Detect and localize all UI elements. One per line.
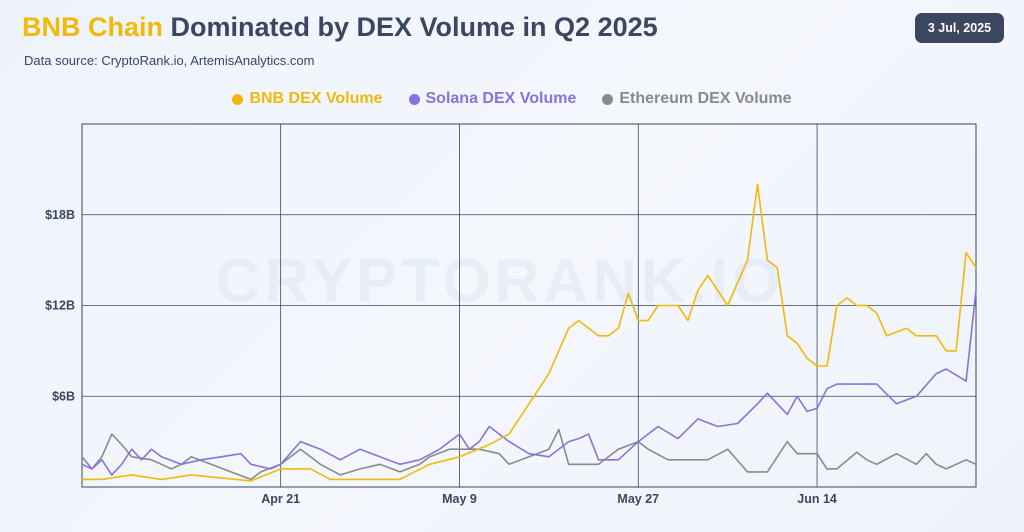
watermark-text: CRYPTORANK.IO <box>216 247 785 316</box>
legend-item-bnb[interactable]: BNB DEX Volume <box>232 90 383 108</box>
y-tick-label: $6B <box>52 389 75 403</box>
x-tick-label: May 27 <box>617 492 659 506</box>
data-source-subtitle: Data source: CryptoRank.io, ArtemisAnaly… <box>24 53 315 68</box>
title-rest: Dominated by DEX Volume in Q2 2025 <box>163 12 658 42</box>
legend-dot-bnb <box>232 93 244 105</box>
series-line-bnb <box>82 183 977 482</box>
series-lines <box>81 183 977 482</box>
series-line-solana <box>81 290 977 476</box>
date-badge: 3 Jul, 2025 <box>915 13 1004 43</box>
grid-lines <box>81 123 977 488</box>
title-accent: BNB Chain <box>22 12 163 42</box>
legend-label-solana: Solana DEX Volume <box>425 90 577 107</box>
legend-dot-solana <box>408 93 420 105</box>
x-tick-label: Apr 21 <box>261 492 300 506</box>
legend-label-ethereum: Ethereum DEX Volume <box>619 90 792 107</box>
chart-title: BNB Chain Dominated by DEX Volume in Q2 … <box>22 12 658 43</box>
legend-item-solana[interactable]: Solana DEX Volume <box>408 90 577 108</box>
y-tick-label: $18B <box>45 208 75 222</box>
y-tick-label: $12B <box>45 299 75 313</box>
axis-ticks: $6B $12B $18B Apr 21 May 9 May 27 Jun 14 <box>45 208 837 506</box>
x-tick-label: Jun 14 <box>797 492 837 506</box>
legend-dot-ethereum <box>602 93 614 105</box>
chart-legend: BNB DEX Volume Solana DEX Volume Ethereu… <box>0 90 1024 108</box>
legend-item-ethereum[interactable]: Ethereum DEX Volume <box>602 90 792 108</box>
x-tick-label: May 9 <box>442 492 477 506</box>
series-line-ethereum <box>81 428 977 481</box>
legend-label-bnb: BNB DEX Volume <box>249 90 383 107</box>
